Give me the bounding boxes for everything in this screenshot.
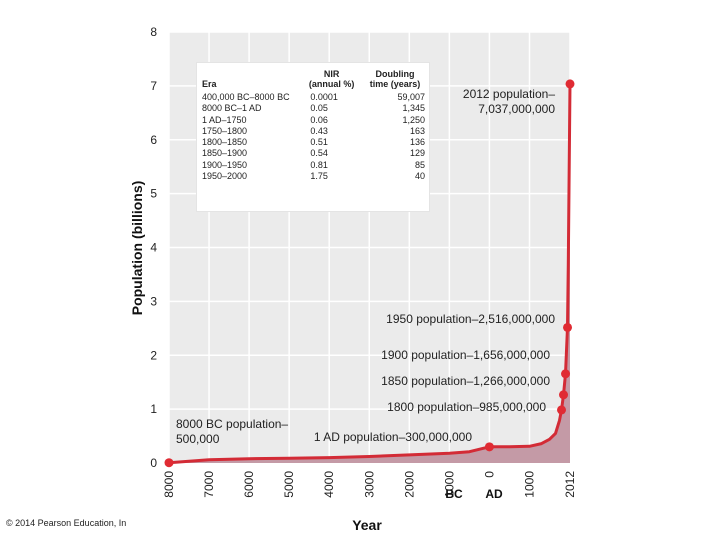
table-row: 1850–1900 0.54 129 (202, 148, 429, 159)
nir-cell: 0.06 (310, 114, 328, 125)
era-cell: 8000 BC–1 AD (202, 103, 262, 114)
x-tick-label: 2000 (402, 471, 416, 498)
data-point (559, 390, 569, 400)
era-cell: 1850–1900 (202, 148, 248, 159)
y-tick-label: 2 (150, 348, 157, 362)
y-tick-label: 8 (150, 25, 157, 39)
copyright-notice: © 2014 Pearson Education, In (6, 518, 127, 528)
doubling-cell: 163 (409, 125, 425, 136)
table-row: 1800–1850 0.51 136 (202, 137, 429, 148)
y-axis-title: Population (billions) (129, 181, 145, 316)
doubling-header: Doubling time (years) (369, 69, 421, 89)
nir-doubling-table: Era NIR (annual %) Doubling time (years) 4… (196, 62, 430, 212)
table-row: 400,000 BC–8000 BC 0.0001 59,007 (202, 92, 429, 103)
data-point (484, 442, 494, 452)
table-row: 1950–2000 1.75 40 (202, 171, 429, 182)
x-tick-label: 2012 (563, 471, 577, 498)
x-tick-label: 1000 (442, 471, 456, 498)
era-cell: 400,000 BC–8000 BC (202, 92, 290, 102)
data-point (561, 369, 571, 379)
table-row: 1900–1950 0.81 85 (202, 160, 429, 171)
population-line (168, 83, 572, 465)
y-axis-ticks: 0 1 2 3 4 5 6 7 8 (150, 25, 157, 470)
doubling-cell: 129 (409, 148, 425, 159)
y-tick-label: 3 (150, 294, 157, 308)
y-tick-label: 4 (150, 241, 157, 255)
point-label: 8000 BC population– (176, 417, 288, 431)
data-point (164, 458, 174, 468)
x-tick-label: 7000 (202, 471, 216, 498)
point-label: 2012 population– (463, 87, 555, 101)
nir-cell: 0.51 (310, 137, 328, 148)
table-header-row: Era NIR (annual %) Doubling time (years) (202, 69, 429, 92)
data-points (164, 79, 575, 468)
nir-cell: 0.54 (310, 148, 328, 159)
nir-cell: 0.43 (310, 125, 328, 136)
x-tick-label: 4000 (322, 471, 336, 498)
y-tick-label: 1 (150, 402, 157, 416)
ad-era-label: AD (485, 487, 503, 501)
y-tick-label: 7 (150, 79, 157, 93)
nir-cell: 0.0001 (310, 92, 338, 102)
table-row: 1 AD–1750 0.06 1,250 (202, 115, 429, 126)
x-axis-ticks: 8000 7000 6000 5000 4000 3000 2000 1000 0 1000 201… (162, 471, 577, 498)
y-tick-label: 0 (150, 456, 157, 470)
era-cell: 1900–1950 (202, 159, 248, 170)
point-label: 1800 population–985,000,000 (387, 400, 546, 414)
era-header: Era (202, 79, 217, 89)
point-label: 500,000 (176, 432, 220, 446)
x-tick-label: 3000 (362, 471, 376, 498)
doubling-cell: 136 (409, 137, 425, 148)
point-label: 7,037,000,000 (478, 102, 555, 116)
x-tick-label: 8000 (162, 471, 176, 498)
table-row: 1750–1800 0.43 163 (202, 126, 429, 137)
x-tick-label: 5000 (282, 471, 296, 498)
nir-cell: 1.75 (310, 171, 328, 182)
y-tick-label: 5 (150, 187, 157, 201)
x-axis-title: Year (352, 517, 382, 533)
doubling-cell: 1,345 (402, 103, 425, 114)
y-tick-label: 6 (150, 133, 157, 147)
x-tick-label: 6000 (242, 471, 256, 498)
nir-cell: 0.05 (310, 103, 328, 114)
nir-header: NIR (annual %) (308, 69, 355, 89)
point-label: 1950 population–2,516,000,000 (386, 312, 555, 326)
point-label: 1850 population–1,266,000,000 (381, 374, 550, 388)
bc-era-label: BC (445, 487, 463, 501)
era-cell: 1950–2000 (202, 171, 248, 182)
point-labels: 8000 BC population–500,000 1 AD populatio… (176, 87, 555, 446)
era-cell: 1 AD–1750 (202, 114, 247, 125)
point-label: 1 AD population–300,000,000 (314, 430, 472, 444)
data-point (565, 79, 575, 89)
data-point (557, 405, 567, 415)
table-row: 8000 BC–1 AD 0.05 1,345 (202, 103, 429, 114)
era-cell: 1750–1800 (202, 125, 248, 136)
doubling-cell: 85 (414, 159, 425, 170)
data-point (563, 322, 573, 332)
nir-cell: 0.81 (310, 159, 328, 170)
doubling-cell: 40 (414, 171, 425, 182)
point-label: 1900 population–1,656,000,000 (381, 348, 550, 362)
doubling-cell: 59,007 (397, 92, 425, 102)
era-cell: 1800–1850 (202, 137, 248, 148)
doubling-cell: 1,250 (402, 114, 425, 125)
x-tick-label: 1000 (522, 471, 536, 498)
x-tick-label: 0 (482, 471, 496, 478)
